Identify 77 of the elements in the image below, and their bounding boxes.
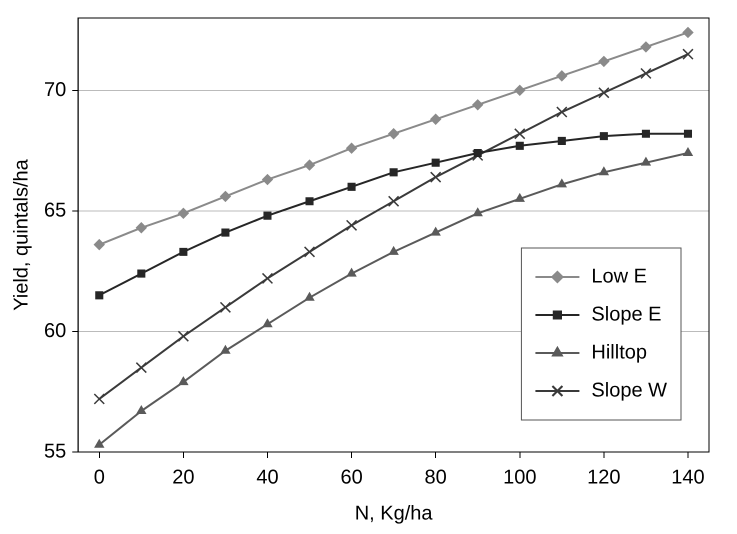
- point: [430, 114, 442, 125]
- point: [556, 178, 567, 188]
- point: [516, 142, 524, 150]
- y-tick-label: 70: [44, 78, 66, 101]
- point: [304, 292, 314, 301]
- point: [514, 84, 526, 96]
- x-axis-title: N, Kg/ha: [354, 502, 434, 525]
- point: [346, 268, 356, 277]
- point: [346, 220, 358, 232]
- point: [432, 158, 440, 167]
- y-tick-label: 60: [44, 320, 66, 342]
- point: [220, 345, 230, 354]
- point: [514, 128, 526, 140]
- point: [472, 99, 484, 110]
- point: [600, 132, 608, 140]
- point: [137, 270, 146, 278]
- point: [262, 174, 273, 186]
- point: [472, 208, 483, 216]
- point: [178, 330, 190, 342]
- point: [94, 439, 104, 448]
- point: [598, 87, 610, 98]
- point: [305, 197, 314, 206]
- legend-label: Slope E: [591, 304, 662, 326]
- point: [136, 362, 148, 374]
- legend-label: Slope W: [591, 380, 668, 402]
- point: [304, 246, 316, 258]
- point: [682, 48, 694, 60]
- point: [599, 166, 609, 176]
- x-tick-label: 100: [503, 466, 536, 489]
- point: [390, 168, 398, 176]
- point: [178, 208, 189, 219]
- point: [641, 157, 651, 166]
- x-tick-label: 120: [587, 466, 621, 489]
- point: [178, 376, 188, 386]
- point: [220, 190, 231, 202]
- x-tick-label: 80: [424, 466, 447, 489]
- point: [348, 182, 356, 191]
- x-tick-label: 20: [172, 466, 194, 489]
- point: [346, 142, 358, 154]
- y-tick-label: 65: [44, 199, 66, 222]
- point: [430, 227, 441, 236]
- point: [558, 136, 566, 145]
- point: [94, 393, 105, 405]
- point: [474, 148, 482, 158]
- point: [514, 193, 525, 202]
- point: [684, 130, 692, 138]
- point: [430, 171, 442, 183]
- x-tick-label: 60: [340, 466, 363, 489]
- x-tick-label: 0: [94, 466, 105, 489]
- point: [221, 228, 230, 237]
- point: [220, 302, 232, 314]
- point: [640, 68, 652, 80]
- point: [94, 239, 105, 250]
- point: [556, 106, 568, 118]
- point: [388, 128, 400, 140]
- point: [136, 222, 147, 234]
- point: [388, 246, 398, 255]
- x-tick-label: 140: [671, 466, 705, 489]
- point: [640, 41, 652, 52]
- point: [262, 272, 274, 284]
- point: [683, 148, 693, 156]
- point: [179, 248, 188, 256]
- point: [95, 291, 104, 300]
- legend-label: Low E: [591, 266, 648, 288]
- x-tick-label: 40: [256, 466, 279, 489]
- point: [262, 318, 272, 328]
- y-axis-title: Yield, quintals/ha: [10, 158, 33, 311]
- point: [388, 196, 400, 207]
- point: [598, 56, 610, 67]
- point: [682, 26, 694, 38]
- point: [642, 130, 650, 138]
- point: [136, 406, 146, 414]
- point: [556, 70, 568, 82]
- legend-label: Hilltop: [591, 342, 647, 364]
- point: [263, 212, 272, 220]
- point: [304, 160, 316, 171]
- y-tick-label: 55: [44, 440, 66, 463]
